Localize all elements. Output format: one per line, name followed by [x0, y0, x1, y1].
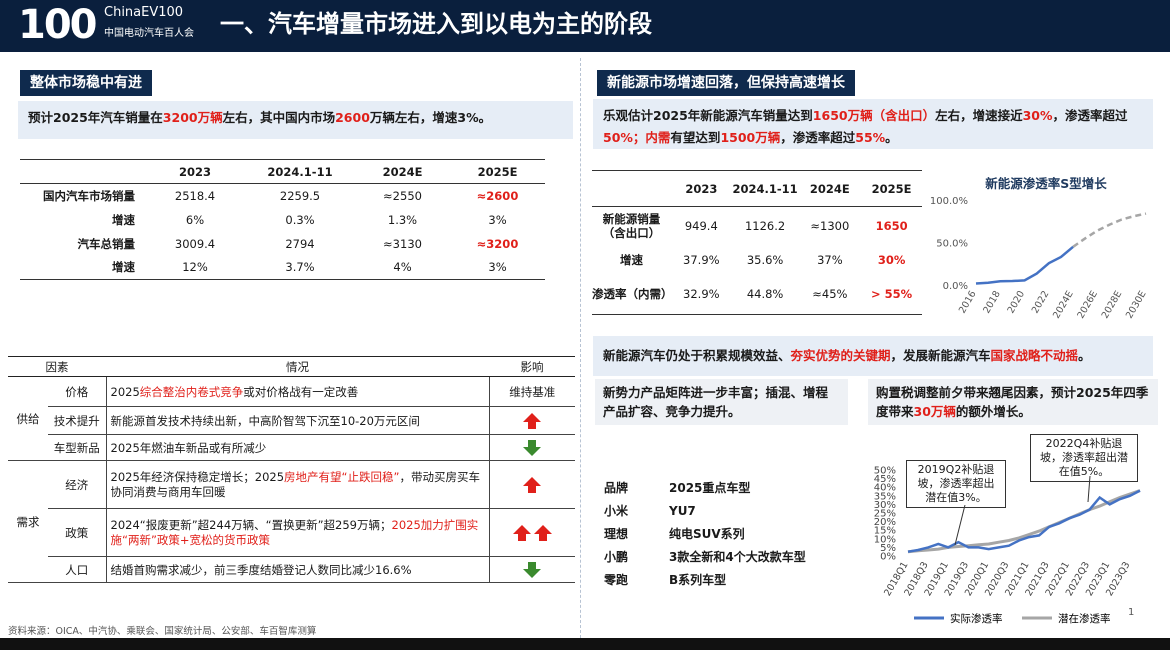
table-row: 政策 2024“报废更新”超244万辆、“置换更新”超259万辆；2025加力扩… [8, 508, 576, 557]
section-tag-nev: 新能源市场增速回落，但保持高速增长 [597, 70, 855, 96]
nev-sales-table: 2023 2024.1-11 2024E 2025E 新能源销量（含出口） 94… [592, 170, 922, 315]
factors-header: 因素 情况 影响 [8, 356, 575, 377]
chart-legend: 实际渗透率 潜在渗透率 [914, 612, 1111, 625]
bottom-bar [0, 638, 1170, 650]
strategy-statement: 新能源汽车仍处于积累规模效益、夯实优势的关键期，发展新能源汽车国家战略不动摇。 [593, 336, 1153, 376]
header-bar [0, 0, 1170, 52]
y-tick-label: 0.0% [943, 281, 968, 292]
table-row: 渗透率（内需） 32.9% 44.8% ≈45% > 55% [592, 275, 922, 315]
annotation-2022q4: 2022Q4补贴退坡，渗透率超出潜在值5%。 [1030, 434, 1138, 482]
double-red-up-arrow-icon [490, 524, 576, 541]
callout-pointer [1087, 476, 1091, 503]
x-tick-label: 2024E [1051, 289, 1076, 320]
y-tick-label: 100.0% [930, 196, 968, 207]
table-row: 新能源销量（含出口） 949.4 1126.2 ≈1300 1650 [602, 211, 908, 240]
column-divider [580, 58, 581, 638]
x-tick-label: 2028E [1100, 289, 1125, 320]
legend-potential: 潜在渗透率 [1058, 612, 1111, 625]
table-row: 理想 纯电SUV系列 [604, 527, 745, 541]
table-row: 汽车总销量 3009.4 2794 ≈3130 ≈3200 [77, 236, 519, 251]
new-forces-note: 新势力产品矩阵进一步丰富；插混、增程产品扩容、竞争力提升。 [595, 379, 848, 425]
section-tag-overall: 整体市场稳中有进 [20, 70, 152, 96]
actual-penetration-line [975, 245, 1074, 285]
x-tick-label: 2018 [981, 289, 1003, 315]
table-row: 国内汽车市场销量 2518.4 2259.5 ≈2550 ≈2600 [43, 188, 519, 203]
annotation-2019q2: 2019Q2补贴退坡，渗透率超出潜在值3%。 [906, 460, 1006, 508]
y-tick-label: 10% [874, 534, 896, 545]
table-row: 增速 37.9% 35.6% 37% 30% [619, 252, 906, 267]
table-row: 人口 结婚首购需求减少，前三季度结婚登记人数同比减少16.6% [8, 556, 576, 583]
legend-actual: 实际渗透率 [950, 612, 1003, 625]
y-tick-label: 25% [874, 509, 896, 520]
y-tick-label: 50% [874, 466, 896, 477]
table-row: 小鹏 3款全新和4个大改款车型 [604, 550, 806, 564]
green-down-arrow-icon [490, 561, 576, 578]
y-tick-label: 35% [874, 491, 896, 502]
nev-summary: 乐观估计2025年新能源汽车销量达到1650万辆（含出口）左右，增速接近30%，… [593, 99, 1153, 149]
table-row: 增速 12% 3.7% 4% 3% [20, 256, 545, 280]
penetration-s-curve-chart: 新能源渗透率S型增长 0.0%50.0%100.0%2016 2018 2020 20… [930, 176, 1149, 320]
y-tick-label: 20% [874, 517, 896, 528]
logo-brand: ChinaEV100 [104, 5, 184, 20]
x-tick-label: 2016 [957, 289, 979, 315]
y-tick-label: 5% [880, 543, 896, 554]
y-tick-label: 50.0% [936, 239, 968, 250]
key-models-table: 品牌 2025重点车型 小米 YU7 理想 纯电SUV系列 小鹏 3款全新和4个大改款车… [604, 476, 806, 591]
table-row: 增速 6% 0.3% 1.3% 3% [112, 212, 507, 227]
overall-sales-table: 2023 2024.1-11 2024E 2025E 国内汽车市场销量 2518… [20, 159, 545, 280]
x-tick-label: 2022 [1030, 289, 1052, 315]
page-number: 1 [1128, 607, 1135, 618]
factors-table: 因素 情况 影响 供给 价格 2025综合整治内卷式竞争或对价格战有一定改善 维… [8, 356, 575, 583]
table-row: 供给 价格 2025综合整治内卷式竞争或对价格战有一定改善 维持基准 [8, 376, 575, 461]
y-tick-label: 0% [880, 552, 896, 563]
overall-summary: 预计2025年汽车销量在3200万辆左右，其中国内市场2600万辆左右，增速3%… [18, 101, 573, 139]
quarterly-penetration-chart: 0%5%10%15%20%25%30%35%40%45%50%2018Q1201… [874, 466, 1141, 625]
source-footnote: 资料来源：OICA、中汽协、乘联会、国家统计局、公安部、车百智库测算 [8, 626, 317, 637]
y-tick-label: 45% [874, 474, 896, 485]
y-tick-label: 15% [874, 526, 896, 537]
y-tick-label: 30% [874, 500, 896, 511]
forecast-penetration-line [1072, 212, 1147, 248]
purchase-tax-note: 购置税调整前夕带来翘尾因素，预计2025年四季度带来30万辆的额外增长。 [868, 379, 1158, 425]
red-up-arrow-icon [490, 412, 576, 429]
logo-subtitle: 中国电动汽车百人会 [104, 28, 194, 39]
chart-title: 新能源渗透率S型增长 [985, 176, 1107, 191]
table-row: 车型新品 2025年燃油车新品或有所减少 [8, 434, 576, 461]
logo-mark: 100 [18, 2, 97, 48]
x-tick-label: 2020 [1006, 289, 1028, 315]
green-down-arrow-icon [490, 439, 576, 456]
y-tick-label: 40% [874, 483, 896, 494]
table-row: 零跑 B系列车型 [604, 573, 727, 587]
actual-penetration-line [907, 489, 1141, 553]
page-title: 一、汽车增量市场进入到以电为主的阶段 [220, 10, 652, 38]
red-up-arrow-icon [490, 476, 576, 493]
callout-pointer [954, 505, 966, 546]
table-row: 技术提升 新能源首发技术持续出新，中高阶智驾下沉至10-20万元区间 [8, 406, 576, 435]
table-row: 品牌 2025重点车型 [604, 481, 751, 495]
x-tick-label: 2030E [1124, 289, 1149, 320]
table-row: 小米 YU7 [604, 503, 696, 519]
table-row: 需求 经济 2025年经济保持稳定增长；2025房地产有望“止跌回稳”，带动买房… [8, 460, 576, 583]
x-tick-label: 2026E [1075, 289, 1100, 320]
